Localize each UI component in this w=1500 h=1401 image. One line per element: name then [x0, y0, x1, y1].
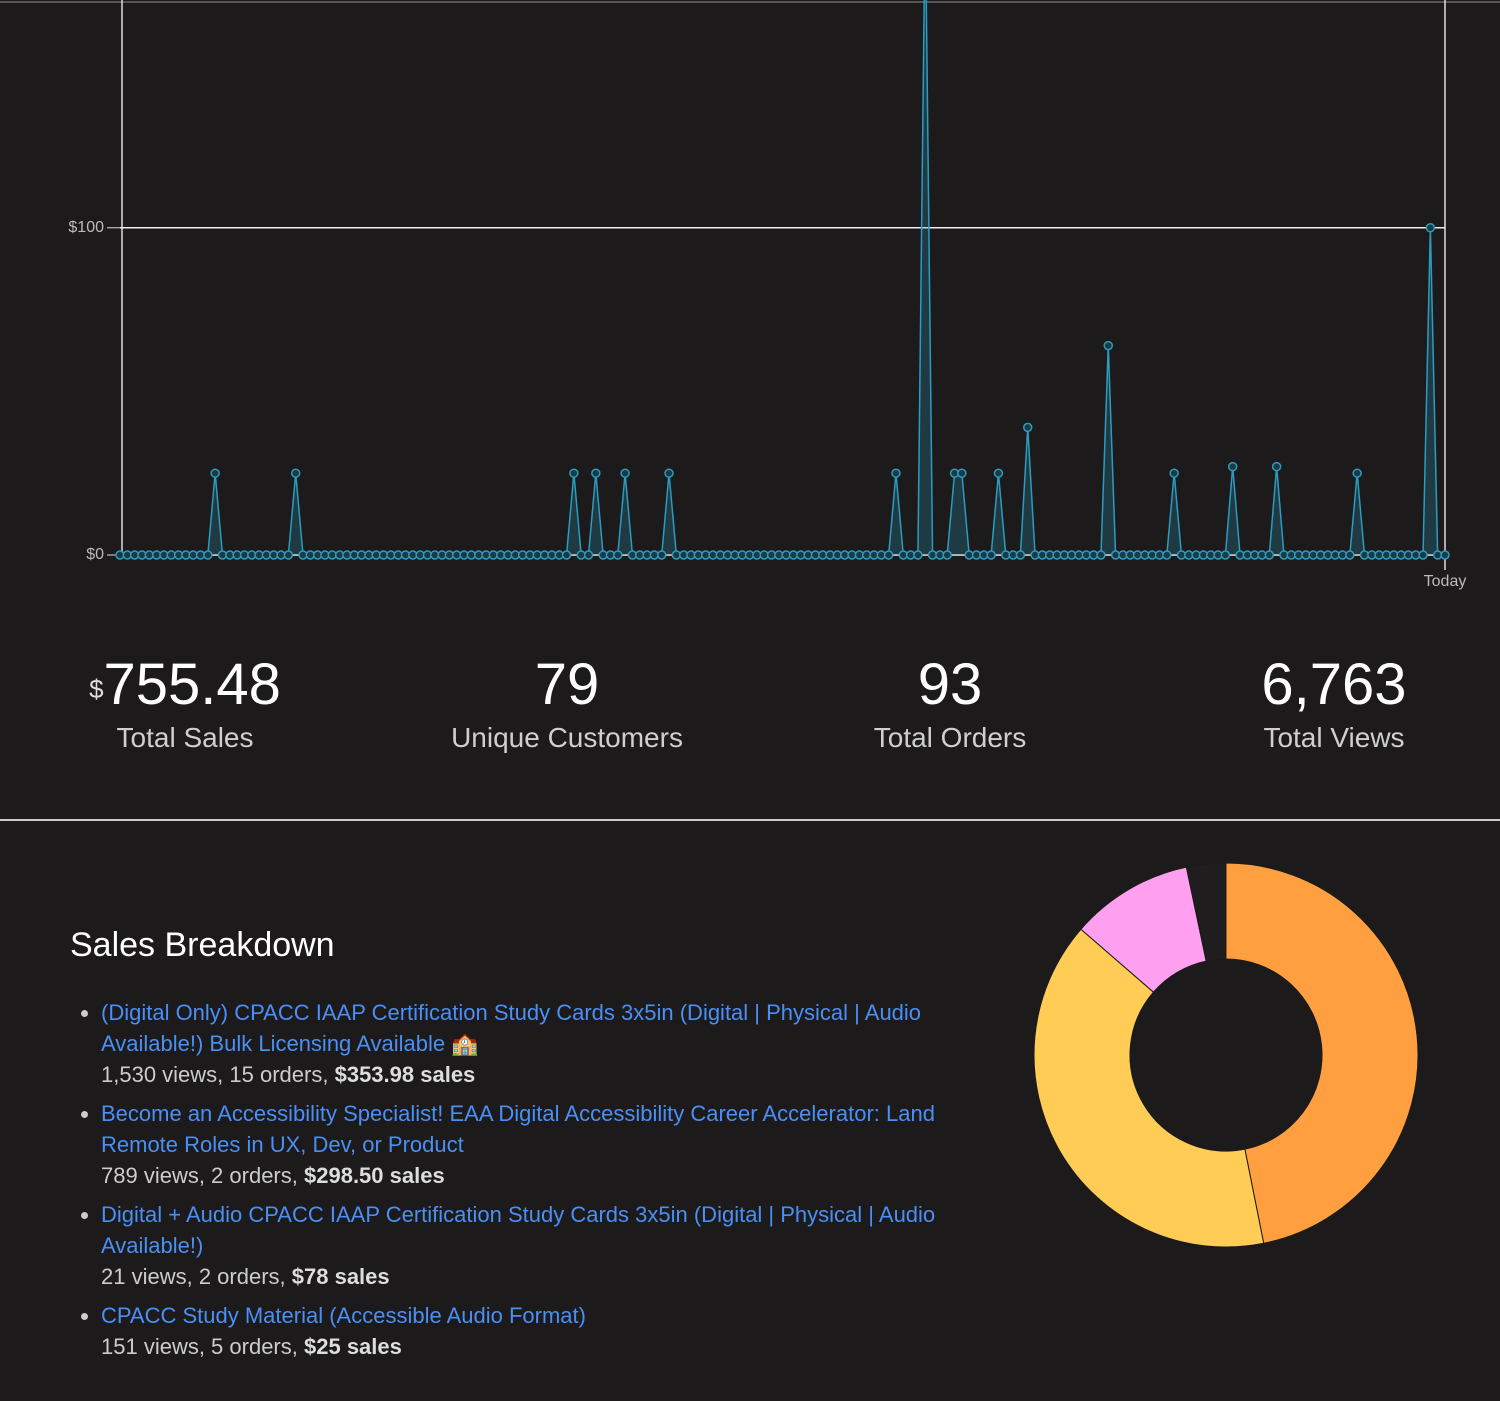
stat-value-row: 79 [377, 650, 757, 720]
stat-label: Unique Customers [451, 722, 683, 753]
point [569, 468, 579, 478]
point [583, 550, 594, 560]
stat-value: 79 [534, 652, 600, 717]
point [957, 468, 967, 478]
product-link[interactable]: Digital + Audio CPACC IAAP Certification… [101, 1202, 936, 1258]
stat: 6,763 Total Views [1144, 650, 1500, 756]
stat-value: 93 [917, 652, 983, 717]
point [1103, 340, 1114, 351]
point [290, 468, 301, 478]
stat-value-row: 93 [760, 650, 1140, 720]
point [883, 550, 894, 560]
point [1169, 468, 1179, 478]
stat-prefix: $ [89, 674, 104, 704]
stat: 93 Total Orders [760, 650, 1140, 756]
point [1015, 550, 1026, 560]
x-tick-label: Today [1424, 573, 1467, 590]
y-tick-label: $0 [86, 546, 104, 563]
point [1227, 461, 1238, 472]
stat: $755.48 Total Sales [0, 650, 375, 756]
stat-label: Total Orders [873, 722, 1027, 753]
sales-text: $353.98 sales [334, 1062, 476, 1087]
product-stats: 1,530 views, 15 orders, $353.98 sales [101, 1059, 981, 1090]
sales-text: $25 sales [304, 1334, 402, 1359]
point [942, 550, 952, 560]
product-stats: 789 views, 2 orders, $298.50 sales [101, 1160, 981, 1191]
point [1220, 550, 1231, 560]
point [664, 468, 674, 478]
donut-slice [1185, 862, 1227, 962]
point [620, 468, 630, 478]
stats-text: 21 views, 2 orders, [101, 1264, 286, 1289]
stat-value-row: $755.48 [0, 650, 375, 720]
point [986, 550, 996, 560]
point [613, 550, 623, 560]
point [203, 550, 213, 560]
stat-value: 6,763 [1261, 652, 1407, 717]
donut-slice [1033, 928, 1265, 1248]
point [1271, 461, 1282, 472]
point [1022, 422, 1033, 433]
breakdown-item: Become an Accessibility Specialist! EAA … [101, 1098, 981, 1191]
stat-label: Total Views [1263, 722, 1405, 753]
stat: 79 Unique Customers [377, 650, 757, 756]
point [283, 550, 294, 560]
sales-text: $298.50 sales [304, 1163, 445, 1188]
product-link[interactable]: Become an Accessibility Specialist! EAA … [101, 1101, 935, 1157]
line [120, 0, 1445, 556]
point [1345, 550, 1355, 560]
point [1352, 468, 1362, 478]
stat-label: Total Sales [116, 722, 254, 753]
point [891, 468, 901, 478]
point [561, 550, 572, 560]
breakdown-item: Digital + Audio CPACC IAAP Certification… [101, 1199, 981, 1292]
breakdown-item: CPACC Study Material (Accessible Audio F… [101, 1300, 981, 1362]
point [1440, 550, 1450, 560]
product-stats: 21 views, 2 orders, $78 sales [101, 1261, 981, 1292]
product-link[interactable]: CPACC Study Material (Accessible Audio F… [101, 1303, 586, 1328]
point [993, 468, 1004, 478]
stat-value-row: 6,763 [1144, 650, 1500, 720]
point [656, 550, 667, 560]
divider [0, 819, 1500, 821]
stats-text: 789 views, 2 orders, [101, 1163, 298, 1188]
y-tick-label: $100 [68, 219, 104, 236]
product-link[interactable]: (Digital Only) CPACC IAAP Certification … [101, 1000, 922, 1056]
breakdown-list: (Digital Only) CPACC IAAP Certification … [70, 997, 981, 1370]
point [1264, 550, 1275, 560]
point [1425, 223, 1436, 233]
point [1418, 550, 1428, 560]
point [913, 550, 923, 560]
stat-value: 755.48 [103, 652, 281, 717]
sales-text: $78 sales [291, 1264, 390, 1289]
area [120, 0, 1445, 555]
point [1096, 550, 1106, 560]
point [1162, 550, 1172, 560]
product-stats: 151 views, 5 orders, $25 sales [101, 1331, 981, 1362]
section-title: Sales Breakdown [70, 926, 335, 964]
point [591, 468, 601, 478]
stats-text: 151 views, 5 orders, [101, 1334, 298, 1359]
stats-text: 1,530 views, 15 orders, [101, 1062, 329, 1087]
breakdown-item: (Digital Only) CPACC IAAP Certification … [101, 997, 981, 1090]
donut-slice [1225, 862, 1419, 1244]
point [210, 468, 220, 478]
